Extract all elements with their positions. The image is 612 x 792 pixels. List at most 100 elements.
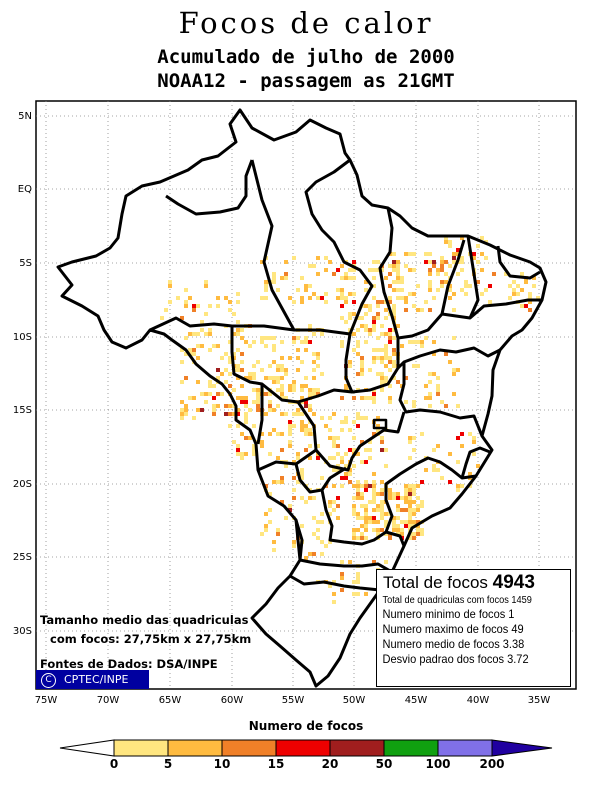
- fire-pixel: [360, 496, 364, 500]
- stat-minimo: Numero minimo de focos 1: [382, 607, 515, 621]
- fire-pixel: [372, 284, 376, 288]
- fire-pixel: [252, 340, 256, 344]
- fire-pixel: [428, 284, 432, 288]
- fire-pixel: [360, 416, 364, 420]
- fire-pixel: [380, 504, 384, 508]
- fire-pixel: [340, 460, 344, 464]
- fire-pixel: [336, 496, 340, 500]
- fire-pixel: [268, 432, 272, 436]
- fire-pixel: [376, 424, 380, 428]
- fire-pixel: [416, 284, 420, 288]
- legend-cell: [329, 739, 385, 757]
- fire-pixel: [260, 444, 264, 448]
- fire-pixel: [392, 360, 396, 364]
- fire-pixel: [252, 400, 256, 404]
- fire-pixel: [212, 396, 216, 400]
- fire-pixel: [480, 236, 484, 240]
- fire-pixel: [396, 516, 400, 520]
- fire-pixel: [300, 412, 304, 416]
- fire-pixel: [288, 296, 292, 300]
- fire-pixel: [348, 480, 352, 484]
- grid-size-line1: Tamanho medio das quadriculas: [40, 613, 249, 627]
- fire-pixel: [316, 456, 320, 460]
- fire-pixel: [356, 536, 360, 540]
- fire-pixel: [328, 512, 332, 516]
- fire-pixel: [212, 412, 216, 416]
- fire-pixel: [288, 384, 292, 388]
- fire-pixel: [396, 508, 400, 512]
- fire-pixel: [536, 296, 540, 300]
- fire-pixel: [452, 252, 456, 256]
- fire-pixel: [376, 532, 380, 536]
- fire-pixel: [376, 416, 380, 420]
- fire-pixel: [288, 504, 292, 508]
- fire-pixel: [388, 296, 392, 300]
- fire-pixel: [396, 272, 400, 276]
- fire-pixel: [280, 376, 284, 380]
- fire-pixel: [304, 376, 308, 380]
- fire-pixel: [440, 268, 444, 272]
- fire-pixel: [432, 352, 436, 356]
- fire-pixel: [376, 372, 380, 376]
- fire-pixel: [304, 284, 308, 288]
- fire-pixel: [384, 276, 388, 280]
- fire-pixel: [216, 376, 220, 380]
- fire-pixel: [364, 516, 368, 520]
- fire-pixel: [356, 488, 360, 492]
- fire-pixel: [328, 456, 332, 460]
- fire-pixel: [420, 500, 424, 504]
- fire-pixel: [176, 296, 180, 300]
- fire-pixel: [364, 396, 368, 400]
- fire-pixel: [328, 584, 332, 588]
- fire-pixel: [200, 320, 204, 324]
- fire-pixel: [412, 484, 416, 488]
- fire-pixel: [352, 504, 356, 508]
- fire-pixel: [384, 348, 388, 352]
- credit-text: CPTEC/INPE: [64, 673, 129, 686]
- fire-pixel: [192, 304, 196, 308]
- fire-pixel: [372, 516, 376, 520]
- fire-pixel: [340, 576, 344, 580]
- fire-pixel: [184, 408, 188, 412]
- fire-pixel: [336, 468, 340, 472]
- fire-pixel: [268, 392, 272, 396]
- fire-pixel: [532, 284, 536, 288]
- fire-pixel: [352, 464, 356, 468]
- fire-pixel: [456, 404, 460, 408]
- legend-label: 15: [267, 757, 285, 771]
- fire-pixel: [300, 472, 304, 476]
- fire-pixel: [240, 384, 244, 388]
- fire-pixel: [380, 388, 384, 392]
- fire-pixel: [364, 528, 368, 532]
- fire-pixel: [308, 392, 312, 396]
- fire-pixel: [360, 492, 364, 496]
- fire-pixel: [432, 468, 436, 472]
- fire-pixel: [372, 328, 376, 332]
- fire-pixel: [344, 272, 348, 276]
- fire-pixel: [424, 384, 428, 388]
- fire-pixel: [192, 416, 196, 420]
- fire-pixel: [300, 476, 304, 480]
- fire-pixel: [408, 504, 412, 508]
- fire-pixel: [184, 300, 188, 304]
- fire-pixel: [220, 392, 224, 396]
- fire-pixel: [344, 296, 348, 300]
- fire-pixel: [264, 484, 268, 488]
- fire-pixel: [420, 528, 424, 532]
- fire-pixel: [388, 400, 392, 404]
- fire-pixel: [376, 312, 380, 316]
- fire-pixel: [368, 456, 372, 460]
- fire-pixel: [352, 536, 356, 540]
- fire-pixel: [460, 236, 464, 240]
- fire-pixel: [256, 392, 260, 396]
- fire-pixel: [264, 412, 268, 416]
- fire-pixel: [264, 512, 268, 516]
- fire-pixel: [372, 316, 376, 320]
- fire-pixel: [352, 436, 356, 440]
- fire-pixel: [436, 272, 440, 276]
- fire-pixel: [336, 452, 340, 456]
- fire-pixel: [440, 476, 444, 480]
- fire-pixel: [304, 384, 308, 388]
- grid-size-note: Tamanho medio das quadriculas com focos:…: [40, 611, 251, 649]
- fire-pixel: [412, 512, 416, 516]
